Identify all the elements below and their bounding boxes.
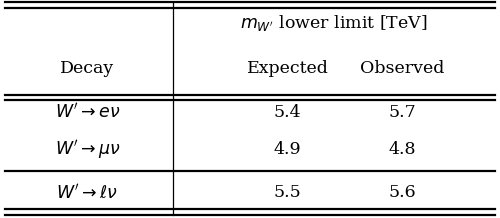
Text: $W' \rightarrow e\nu$: $W' \rightarrow e\nu$ <box>54 103 120 122</box>
Text: $W' \rightarrow \ell\nu$: $W' \rightarrow \ell\nu$ <box>56 183 118 203</box>
Text: Observed: Observed <box>360 60 444 77</box>
Text: Expected: Expected <box>246 60 328 77</box>
Text: 4.9: 4.9 <box>274 141 301 158</box>
Text: $m_{W'}$ lower limit [TeV]: $m_{W'}$ lower limit [TeV] <box>240 13 428 33</box>
Text: 5.4: 5.4 <box>274 104 301 121</box>
Text: 4.8: 4.8 <box>389 141 416 158</box>
Text: $W' \rightarrow \mu\nu$: $W' \rightarrow \mu\nu$ <box>54 138 120 161</box>
Text: Decay: Decay <box>60 60 114 77</box>
Text: 5.5: 5.5 <box>274 184 301 201</box>
Text: 5.7: 5.7 <box>388 104 416 121</box>
Text: 5.6: 5.6 <box>388 184 416 201</box>
